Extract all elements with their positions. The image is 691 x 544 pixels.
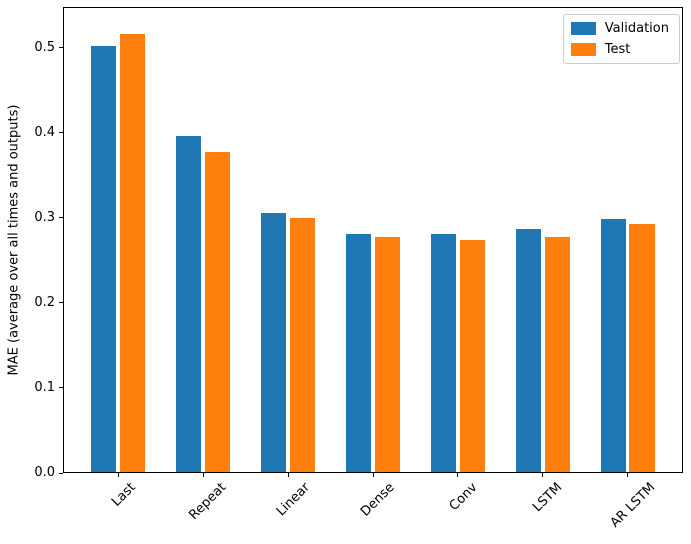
- bar-validation-dense: [345, 234, 372, 472]
- y-tick-label: 0.5: [34, 39, 55, 55]
- x-tick-label: Linear: [274, 480, 314, 520]
- x-tick: [457, 473, 459, 477]
- x-tick: [117, 473, 119, 477]
- bar-test-last: [119, 34, 146, 472]
- bar-validation-ar-lstm: [600, 218, 627, 472]
- bar-validation-lstm: [515, 228, 542, 472]
- bar-test-linear: [289, 217, 316, 472]
- y-tick: [59, 472, 63, 474]
- x-tick-label: Last: [108, 480, 139, 510]
- y-axis-label: MAE (average over all times and outputs): [6, 104, 22, 376]
- y-tick-label: 0.1: [34, 379, 55, 395]
- x-tick: [372, 473, 374, 477]
- bar-validation-last: [91, 46, 117, 472]
- x-tick-label: Dense: [358, 480, 399, 520]
- bar-validation-conv: [430, 234, 457, 472]
- bar-test-ar-lstm: [629, 223, 655, 472]
- x-tick: [287, 473, 289, 477]
- legend: Validation Test: [562, 14, 680, 64]
- legend-swatch-validation: [570, 22, 596, 35]
- legend-swatch-test: [570, 43, 596, 56]
- x-tick: [627, 473, 629, 477]
- x-tick-label: AR LSTM: [607, 480, 659, 531]
- legend-label-validation: Validation: [604, 21, 669, 36]
- bar-test-dense: [374, 237, 401, 472]
- y-tick: [59, 387, 63, 389]
- y-tick: [59, 132, 63, 134]
- y-tick: [59, 217, 63, 219]
- y-tick: [59, 302, 63, 304]
- x-tick-label: LSTM: [530, 480, 566, 516]
- y-tick-label: 0.4: [34, 124, 55, 140]
- x-tick-label: Conv: [446, 480, 481, 514]
- y-tick-label: 0.0: [34, 465, 55, 480]
- x-tick-label: Repeat: [186, 480, 230, 523]
- bar-test-repeat: [204, 152, 231, 472]
- x-tick: [202, 473, 204, 477]
- bar-test-lstm: [544, 237, 571, 472]
- legend-item-test: Test: [570, 42, 669, 57]
- x-tick: [542, 473, 544, 477]
- plot-area: [63, 7, 683, 473]
- y-tick-label: 0.2: [34, 294, 55, 310]
- bar-validation-linear: [260, 212, 287, 472]
- legend-label-test: Test: [604, 42, 631, 57]
- y-tick: [59, 47, 63, 49]
- y-tick-label: 0.3: [34, 209, 55, 225]
- bar-test-conv: [459, 240, 486, 472]
- bar-validation-repeat: [175, 136, 202, 472]
- legend-item-validation: Validation: [570, 21, 669, 36]
